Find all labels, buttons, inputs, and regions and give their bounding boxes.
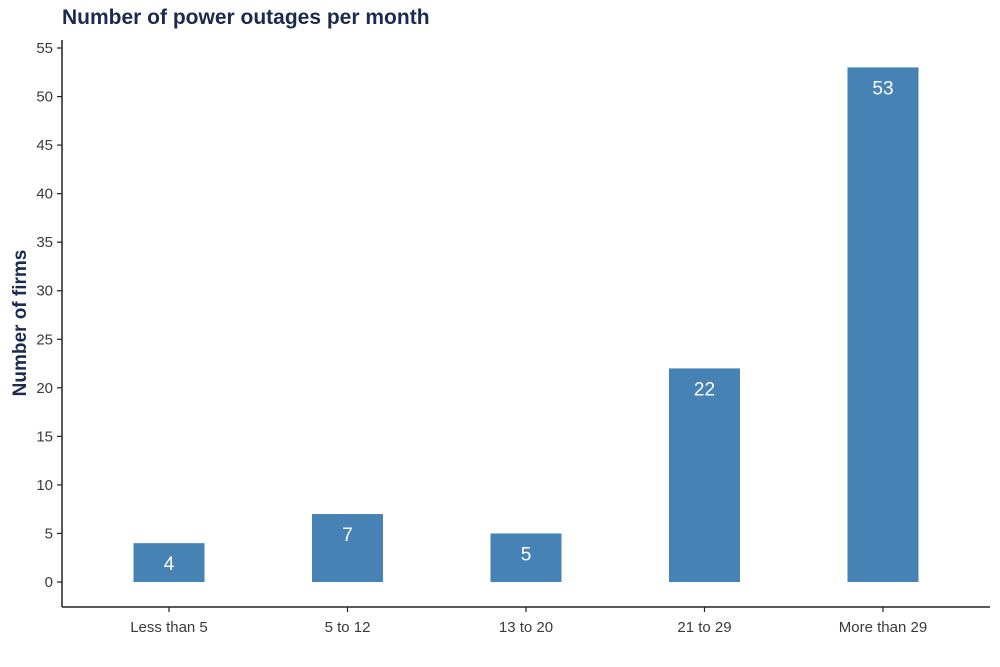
x-tick-label: 5 to 12 — [325, 619, 371, 636]
x-tick-label: More than 29 — [839, 619, 927, 636]
bar — [490, 533, 562, 582]
y-axis: 0 5 10 15 20 25 30 35 40 45 50 55 — [36, 40, 63, 607]
y-tick-label: 50 — [36, 89, 53, 106]
y-tick-label: 20 — [36, 380, 53, 397]
bar-value-label: 7 — [342, 525, 353, 546]
y-tick-label: 5 — [45, 525, 53, 542]
bars — [133, 67, 919, 582]
y-tick-label: 40 — [36, 186, 53, 203]
bar-labels: 4 7 5 22 53 — [164, 78, 894, 575]
bar-value-label: 5 — [521, 544, 532, 565]
y-tick-label: 25 — [36, 331, 53, 348]
bar — [133, 543, 205, 582]
y-axis-title: Number of firms — [10, 250, 31, 397]
bar — [669, 368, 740, 582]
y-tick-label: 55 — [36, 40, 53, 57]
x-tick-label: 21 to 29 — [677, 619, 731, 636]
y-tick-label: 10 — [36, 477, 53, 494]
x-axis: Less than 5 5 to 12 13 to 20 21 to 29 More t… — [62, 606, 990, 636]
x-tick-label: Less than 5 — [130, 619, 208, 636]
bar — [312, 514, 383, 582]
chart-title: Number of power outages per month — [62, 6, 430, 29]
y-tick-label: 35 — [36, 234, 53, 251]
y-tick-label: 0 — [45, 574, 53, 591]
bar — [847, 67, 919, 582]
y-tick-label: 45 — [36, 137, 53, 154]
bar-value-label: 22 — [694, 379, 715, 400]
x-tick-label: 13 to 20 — [499, 619, 553, 636]
y-tick-label: 30 — [36, 283, 53, 300]
bar-value-label: 53 — [872, 78, 893, 99]
y-tick-label: 15 — [36, 428, 53, 445]
bar-value-label: 4 — [164, 554, 175, 575]
